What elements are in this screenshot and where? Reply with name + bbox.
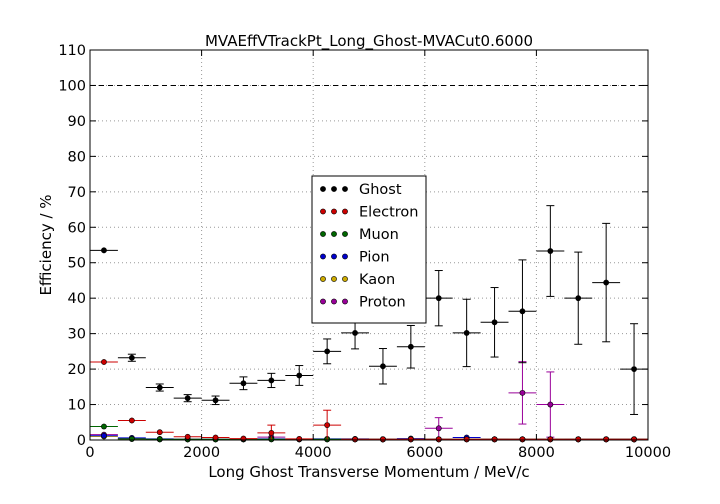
legend-label-electron: Electron	[359, 205, 418, 221]
legend-marker	[331, 208, 337, 215]
data-point	[240, 380, 247, 387]
legend-marker	[320, 253, 326, 260]
legend-marker	[342, 253, 348, 260]
legend-marker	[342, 298, 348, 305]
data-point	[268, 430, 275, 436]
y-tick-label: 50	[68, 256, 86, 272]
data-point	[435, 425, 442, 432]
legend-marker	[331, 186, 337, 192]
legend-marker	[342, 208, 348, 215]
x-tick-label: 6000	[406, 445, 443, 461]
y-tick-label: 90	[68, 114, 86, 130]
legend-label-kaon: Kaon	[359, 272, 395, 288]
y-tick-label: 10	[68, 398, 86, 414]
legend-label-muon: Muon	[359, 227, 399, 243]
data-point	[101, 247, 107, 254]
data-point	[575, 295, 582, 302]
y-tick-label: 30	[68, 327, 86, 343]
y-tick-label: 40	[68, 291, 86, 307]
data-point	[268, 377, 275, 384]
data-point	[547, 436, 554, 443]
legend-marker	[320, 231, 326, 237]
data-point	[407, 436, 414, 443]
x-tick-label: 10000	[625, 445, 671, 461]
data-point	[352, 436, 358, 443]
data-point	[324, 422, 331, 429]
data-point	[212, 434, 219, 441]
y-tick-label: 100	[58, 78, 86, 94]
legend-marker	[331, 253, 337, 260]
data-point	[101, 423, 107, 430]
data-point	[128, 436, 135, 442]
data-point	[380, 436, 386, 443]
data-point	[547, 248, 554, 254]
data-point	[519, 389, 526, 396]
data-point	[380, 363, 386, 370]
data-point	[184, 395, 191, 402]
y-axis-label: Efficiency / %	[37, 194, 55, 295]
legend-box	[311, 175, 427, 324]
legend-marker	[331, 276, 337, 282]
data-point	[407, 343, 414, 350]
data-point	[128, 354, 135, 361]
data-point	[156, 384, 163, 391]
legend-label-proton: Proton	[359, 295, 406, 311]
data-point	[631, 366, 637, 372]
data-point	[156, 436, 163, 443]
legend-marker	[320, 298, 326, 305]
data-point	[491, 436, 498, 443]
plot-frame	[89, 49, 649, 441]
y-tick-label: 20	[68, 362, 86, 378]
series-ghost	[90, 205, 648, 415]
legend-marker	[342, 186, 348, 192]
x-axis-label: Long Ghost Transverse Momentum / MeV/c	[208, 463, 529, 481]
legend-marker	[320, 186, 326, 192]
data-point	[631, 436, 637, 443]
x-tick-label: 0	[85, 445, 94, 461]
chart-title: MVAEffVTrackPt_Long_Ghost-MVACut0.6000	[205, 32, 533, 51]
legend-marker	[342, 231, 348, 237]
legend-marker	[320, 208, 326, 215]
data-point	[101, 359, 107, 365]
data-point	[463, 330, 470, 336]
data-point	[212, 397, 219, 404]
data-point	[352, 330, 358, 336]
data-point	[547, 401, 554, 408]
data-point	[128, 417, 135, 424]
data-point	[101, 432, 107, 439]
y-tick-label: 110	[58, 43, 86, 59]
legend-label-ghost: Ghost	[359, 182, 402, 198]
y-tick-label: 80	[68, 149, 86, 165]
y-tick-label: 0	[77, 433, 86, 449]
legend-label-pion: Pion	[359, 250, 390, 266]
data-point	[463, 436, 470, 443]
legend: Ghost Electron Muon Pion Kaon Proton	[311, 175, 427, 324]
legend-marker	[320, 276, 326, 282]
legend-marker	[331, 231, 337, 237]
data-point	[603, 279, 610, 286]
data-point	[296, 436, 303, 442]
plot-area: 0 2000 4000 6000 8000 10000 0 10 20 30 40 50 60 70 80 9…	[58, 43, 671, 461]
data-point	[435, 436, 442, 443]
y-tick-label: 60	[68, 220, 86, 236]
data-point	[603, 436, 610, 443]
series-electron	[90, 359, 648, 443]
data-point	[575, 436, 582, 443]
data-point	[519, 436, 526, 443]
data-point	[491, 319, 498, 326]
data-point	[296, 372, 303, 379]
data-point	[519, 308, 526, 315]
x-tick-label: 8000	[518, 445, 555, 461]
y-tick-label: 70	[68, 185, 86, 201]
legend-marker	[331, 298, 337, 305]
data-point	[324, 348, 331, 355]
data-point	[156, 429, 163, 436]
legend-marker	[342, 276, 348, 282]
x-tick-label: 4000	[295, 445, 332, 461]
data-point	[435, 295, 442, 302]
data-point	[184, 433, 191, 440]
x-tick-label: 2000	[183, 445, 220, 461]
